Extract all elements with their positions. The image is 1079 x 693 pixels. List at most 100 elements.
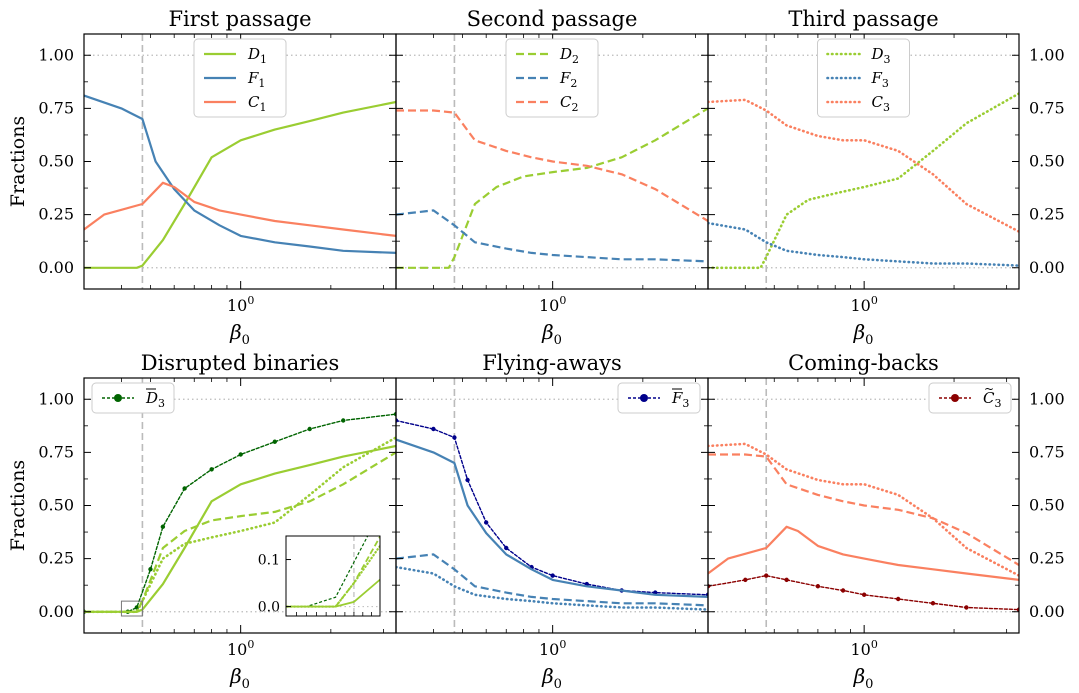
x-tick-exponent: 0 xyxy=(247,294,254,307)
x-axis-label: β0 xyxy=(229,664,250,692)
data-point xyxy=(272,439,277,444)
series-line-C-dotted xyxy=(708,442,1019,577)
x-tick-label: 100 xyxy=(539,294,566,315)
legend-marker xyxy=(951,394,959,402)
y-tick-label: 0.75 xyxy=(1029,98,1065,117)
series-group xyxy=(396,418,708,611)
legend-label-subscript: 1 xyxy=(260,53,267,66)
data-point xyxy=(764,573,769,578)
panel-title: First passage xyxy=(168,7,311,31)
y-tick-label: 0.50 xyxy=(1029,152,1065,171)
x-axis-label: β0 xyxy=(541,320,562,348)
legend-label-symbol: F xyxy=(671,389,683,407)
legend-label-subscript: 3 xyxy=(883,101,890,114)
x-axis-label-symbol: β xyxy=(853,320,866,344)
y-tick-label: 0.75 xyxy=(38,98,74,117)
y-tick-label: 0.50 xyxy=(38,496,74,515)
x-axis-label: β0 xyxy=(229,320,250,348)
series-line-C-solid xyxy=(84,181,396,237)
legend-label-symbol: F xyxy=(247,69,259,87)
y-axis-label: Fractions xyxy=(7,460,29,551)
data-point xyxy=(160,524,166,529)
series-line-D-dotted xyxy=(708,92,1019,270)
series-line-D-solid xyxy=(84,100,396,269)
legend-label-symbol: F xyxy=(871,69,883,87)
inset-y-tick-label: 0.0 xyxy=(258,600,280,616)
legend-label: F3 xyxy=(671,389,689,410)
panel-1: First passage0.000.250.500.751.00100β0Fr… xyxy=(7,7,397,348)
x-tick-exponent: 0 xyxy=(871,294,878,307)
x-tick-label: 100 xyxy=(227,294,254,315)
legend-label-symbol: C xyxy=(560,93,572,111)
legend-label-subscript: 3 xyxy=(884,53,891,66)
x-axis-label: β0 xyxy=(541,664,562,692)
legend: D3 xyxy=(91,382,175,414)
series-line-F-solid xyxy=(396,438,708,599)
inset-background xyxy=(286,536,380,616)
series-line-F-dotted xyxy=(708,221,1019,267)
series-line-C-dashed xyxy=(396,109,708,222)
legend-label-symbol: D xyxy=(559,45,572,63)
panel-title: Coming-backs xyxy=(788,351,939,375)
x-axis-label-subscript: 0 xyxy=(865,333,873,348)
series-group xyxy=(84,94,396,269)
inset-line-Dbar-marker xyxy=(286,536,369,608)
y-axis-label: Fractions xyxy=(7,116,29,207)
legend-label: D3 xyxy=(145,389,165,410)
data-point xyxy=(483,520,489,525)
x-axis-label-symbol: β xyxy=(541,664,554,688)
data-point xyxy=(815,584,821,589)
legend-label-symbol: C xyxy=(872,93,884,111)
legend-label-subscript: 3 xyxy=(994,397,1001,410)
data-point xyxy=(134,605,139,610)
data-point xyxy=(341,418,346,423)
legend-label-subscript: 1 xyxy=(258,77,265,90)
x-tick-base: 10 xyxy=(539,296,559,315)
x-tick-base: 10 xyxy=(850,640,870,659)
data-point xyxy=(431,426,436,432)
legend-label-subscript: 2 xyxy=(572,53,579,66)
data-point xyxy=(964,605,969,610)
x-tick-label: 100 xyxy=(227,638,254,659)
y-tick-label: 0.25 xyxy=(38,549,74,568)
x-axis-label-subscript: 0 xyxy=(554,333,562,348)
x-tick-base: 10 xyxy=(227,640,247,659)
x-axis-label: β0 xyxy=(853,320,874,348)
inset-indicator-box xyxy=(120,600,143,617)
y-tick-label: 0.25 xyxy=(1029,549,1065,568)
legend-marker xyxy=(114,394,122,402)
x-tick-base: 10 xyxy=(850,296,870,315)
series-line-D-solid xyxy=(84,444,396,613)
legend-label-subscript: 3 xyxy=(158,397,165,410)
x-tick-exponent: 0 xyxy=(247,638,254,651)
x-tick-base: 10 xyxy=(227,296,247,315)
y-tick-label: 0.00 xyxy=(38,602,74,621)
series-line-D-dotted xyxy=(84,436,396,614)
inset-series xyxy=(286,536,380,608)
legend-marker xyxy=(640,394,648,402)
x-tick-base: 10 xyxy=(539,640,559,659)
data-point xyxy=(895,596,901,602)
inset-y-tick-label: 0.1 xyxy=(258,553,280,569)
data-point xyxy=(743,577,748,583)
data-point xyxy=(861,592,867,597)
data-point xyxy=(238,452,243,457)
legend-label: F2 xyxy=(559,69,577,90)
data-point xyxy=(307,426,312,432)
y-tick-label: 0.50 xyxy=(1029,496,1065,515)
panel-title: Disrupted binaries xyxy=(141,351,340,375)
legend-label: D2 xyxy=(559,45,579,66)
y-tick-label: 0.00 xyxy=(1029,258,1065,277)
legend-label: C3 xyxy=(983,389,1001,410)
x-tick-label: 100 xyxy=(850,638,877,659)
legend-label-symbol: C xyxy=(983,389,995,407)
legend-label: D1 xyxy=(247,45,267,66)
x-tick-exponent: 0 xyxy=(559,638,566,651)
data-point xyxy=(930,601,936,606)
series-line-F-dotted xyxy=(396,565,708,611)
legend-label: C3 xyxy=(872,93,890,114)
